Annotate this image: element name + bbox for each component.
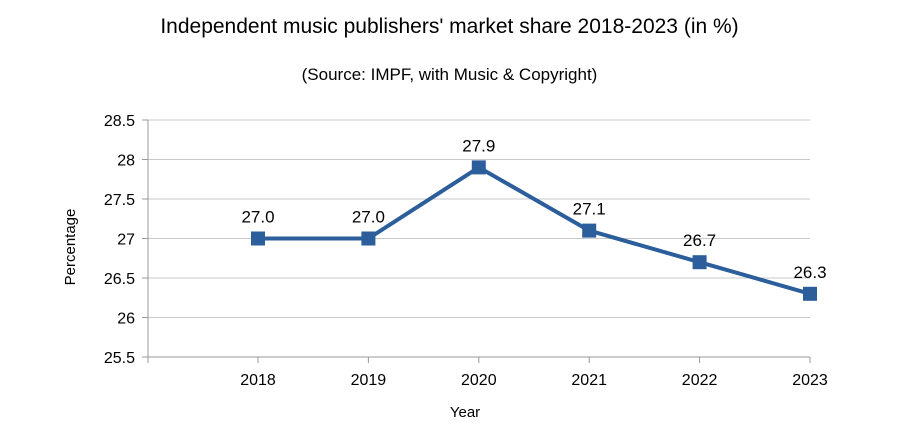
chart-subtitle: (Source: IMPF, with Music & Copyright)	[301, 65, 598, 84]
y-tick-label: 27	[117, 232, 135, 249]
data-point-marker	[803, 286, 817, 301]
y-axis-label: Percentage	[62, 209, 79, 286]
chart-title: Independent music publishers' market sha…	[160, 15, 739, 38]
data-point-marker	[692, 255, 707, 270]
y-tick-label: 27.5	[104, 192, 135, 209]
x-tick-label: 2021	[571, 372, 607, 389]
axes	[142, 119, 811, 363]
x-tick-label: 2023	[792, 372, 828, 389]
series-line	[258, 165, 811, 296]
data-label: 27.9	[462, 136, 495, 155]
y-tick-label: 28.5	[104, 113, 135, 130]
y-tick-labels: 25.5 26 26.5 27 27.5 28 28.5	[104, 113, 135, 367]
x-tick-label: 2019	[351, 372, 387, 389]
data-label: 27.1	[573, 200, 606, 219]
data-point-marker	[251, 231, 265, 246]
y-tick-label: 25.5	[104, 350, 135, 367]
x-tick-label: 2020	[461, 372, 497, 389]
x-tick-label: 2018	[240, 372, 276, 389]
y-tick-label: 26.5	[104, 271, 135, 288]
data-label: 26.3	[793, 263, 826, 282]
data-point-marker	[361, 231, 376, 246]
data-label: 26.7	[683, 231, 716, 250]
data-label: 27.0	[352, 208, 385, 227]
data-labels: 27.0 27.0 27.9 27.1 26.7 26.3	[241, 136, 826, 281]
x-axis-label: Year	[450, 404, 480, 421]
data-point-marker	[582, 223, 597, 238]
x-tick-label: 2022	[682, 372, 718, 389]
y-tick-label: 28	[117, 153, 135, 170]
series	[251, 160, 817, 301]
data-point-marker	[471, 160, 486, 175]
x-tick-labels: 2018 2019 2020 2021 2022 2023	[240, 372, 828, 389]
y-tick-label: 26	[117, 311, 135, 328]
data-label: 27.0	[241, 208, 274, 227]
